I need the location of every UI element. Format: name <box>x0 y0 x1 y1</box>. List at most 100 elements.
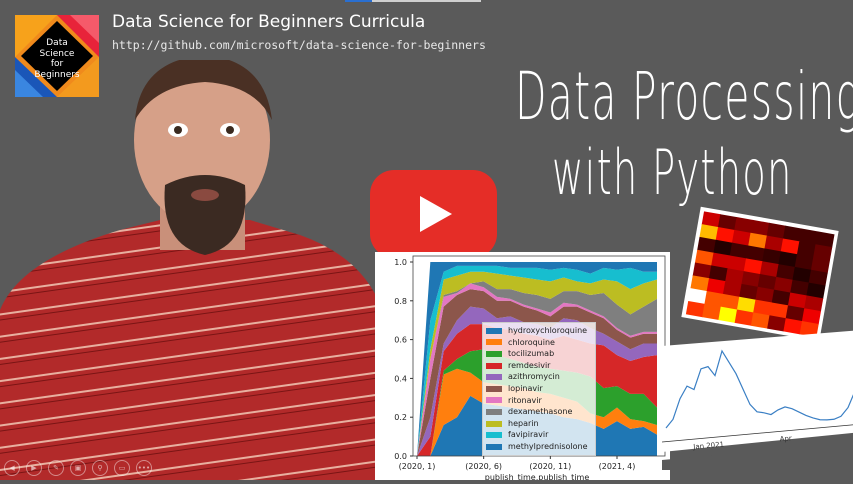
heatmap-cell <box>790 279 810 296</box>
logo-text: Data Science for Beginners <box>15 38 99 80</box>
heatmap-cell <box>711 252 731 269</box>
legend-item: tocilizumab <box>486 348 592 360</box>
legend-swatch <box>486 443 502 450</box>
legend-swatch <box>486 385 502 392</box>
more-icon[interactable]: ••• <box>136 460 152 476</box>
x-tick-label: Jan 2021 <box>692 441 724 452</box>
heatmap-cell <box>753 299 773 316</box>
heatmap-cell <box>762 248 782 265</box>
legend-item: lopinavir <box>486 383 592 395</box>
x-axis <box>662 424 853 443</box>
heatmap-cell <box>725 268 745 285</box>
x-tick-label: (2020, 6) <box>465 462 502 471</box>
zoom-icon[interactable]: ⚲ <box>92 460 108 476</box>
y-tick-label: 0.8 <box>394 297 407 306</box>
heatmap-cell <box>808 269 828 287</box>
heatmap-cell <box>713 239 733 257</box>
heatmap-cell <box>729 242 749 259</box>
header-url[interactable]: http://github.com/microsoft/data-science… <box>112 38 486 52</box>
heatmap-cell <box>699 224 719 241</box>
next-icon[interactable]: ▶ <box>26 460 42 476</box>
headline-line-1: Data Processing <box>515 58 853 135</box>
heatmap-cell <box>685 300 705 318</box>
logo-line: Science <box>39 48 75 59</box>
x-axis-label: publish_time,publish_time <box>485 473 590 480</box>
heatmap-cell <box>692 262 712 279</box>
legend-label: ritonavir <box>508 395 542 405</box>
legend-swatch <box>486 397 502 404</box>
heatmap-cell <box>702 303 722 321</box>
heatmap-cell <box>736 296 756 313</box>
heatmap-cell <box>706 278 726 295</box>
heatmap-cell <box>810 256 831 274</box>
youtube-play-button[interactable] <box>370 170 497 258</box>
heatmap-cell <box>799 321 819 338</box>
heatmap-cell <box>731 229 752 247</box>
heatmap-cell <box>717 214 738 231</box>
y-tick-label: 0.2 <box>394 413 407 422</box>
previous-icon[interactable]: ◀ <box>4 460 20 476</box>
legend-swatch <box>486 432 502 439</box>
logo-line: Data <box>46 38 68 48</box>
pen-icon[interactable]: ✎ <box>48 460 64 476</box>
heatmap-cell <box>764 235 784 252</box>
area-heparin <box>417 271 657 456</box>
heatmap-cell <box>799 228 819 245</box>
legend-item: chloroquine <box>486 337 592 349</box>
heatmap-cell <box>701 211 721 228</box>
x-tick-label: (2020, 11) <box>529 462 571 471</box>
logo-line: for <box>50 59 64 69</box>
legend-item: methylprednisolone <box>486 441 592 453</box>
heatmap-cell <box>734 217 754 234</box>
heatmap-cell <box>759 261 779 278</box>
heatmap-svg <box>685 211 835 338</box>
legend-item: hydroxychloroquine <box>486 325 592 337</box>
heatmap-cell <box>782 225 803 242</box>
heatmap-cell <box>690 275 710 292</box>
data-science-for-beginners-logo <box>15 15 99 97</box>
subtitles-icon[interactable]: ▭ <box>114 460 130 476</box>
legend-label: remdesivir <box>508 360 551 370</box>
heatmap-cell <box>815 231 835 248</box>
legend-item: remdesivir <box>486 360 592 372</box>
heatmap-cell <box>718 306 738 323</box>
heatmap-cell <box>727 255 747 272</box>
heatmap-cell <box>757 274 777 291</box>
heatmap-cell <box>771 289 791 306</box>
heatmap-cell <box>715 226 735 244</box>
heatmap-cell <box>773 276 793 294</box>
y-tick-label: 1.0 <box>394 258 407 267</box>
heatmap-cell <box>722 281 742 298</box>
heatmap-cell <box>734 309 754 326</box>
heatmap-cell <box>806 282 826 299</box>
legend-item: ritonavir <box>486 395 592 407</box>
x-tick-label: (2020, 1) <box>399 462 436 471</box>
heatmap-cell <box>796 241 817 258</box>
area-chloroquine <box>417 368 657 456</box>
legend-item: azithromycin <box>486 371 592 383</box>
legend-label: lopinavir <box>508 383 543 393</box>
heatmap-cell <box>755 286 775 304</box>
progress-indicator <box>345 0 481 2</box>
heatmap-cell <box>780 238 800 255</box>
heatmap-cell <box>767 315 787 332</box>
legend-item: dexamethasone <box>486 406 592 418</box>
heatmap-cell <box>794 254 814 271</box>
area-favipiravir <box>417 265 657 456</box>
slides-icon[interactable]: ▣ <box>70 460 86 476</box>
heatmap-chart <box>681 206 839 342</box>
line-chart-shadow <box>662 442 853 470</box>
legend-label: azithromycin <box>508 372 560 382</box>
heatmap-cell <box>785 305 805 322</box>
legend-item: favipiravir <box>486 429 592 441</box>
legend-label: heparin <box>508 418 539 428</box>
legend-label: tocilizumab <box>508 349 555 359</box>
y-tick-label: 0.4 <box>394 374 407 383</box>
heatmap-cell <box>748 232 768 249</box>
heatmap-cell <box>697 236 717 254</box>
heatmap-cell <box>804 295 824 312</box>
heatmap-cell <box>776 264 796 281</box>
legend-label: methylprednisolone <box>508 441 588 451</box>
legend-swatch <box>486 350 502 357</box>
area-tocilizumab <box>417 349 657 456</box>
